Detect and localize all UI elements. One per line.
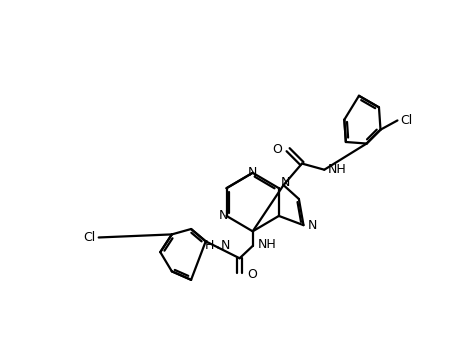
Text: N: N: [247, 166, 257, 179]
Text: Cl: Cl: [83, 231, 95, 244]
Text: H: H: [204, 239, 214, 252]
Text: N: N: [307, 219, 316, 232]
Text: O: O: [247, 268, 257, 281]
Text: N: N: [218, 210, 228, 222]
Text: N: N: [221, 239, 230, 252]
Text: NH: NH: [327, 163, 345, 176]
Text: Cl: Cl: [399, 114, 411, 127]
Text: O: O: [271, 143, 281, 156]
Text: N: N: [280, 176, 289, 189]
Text: NH: NH: [257, 238, 275, 251]
